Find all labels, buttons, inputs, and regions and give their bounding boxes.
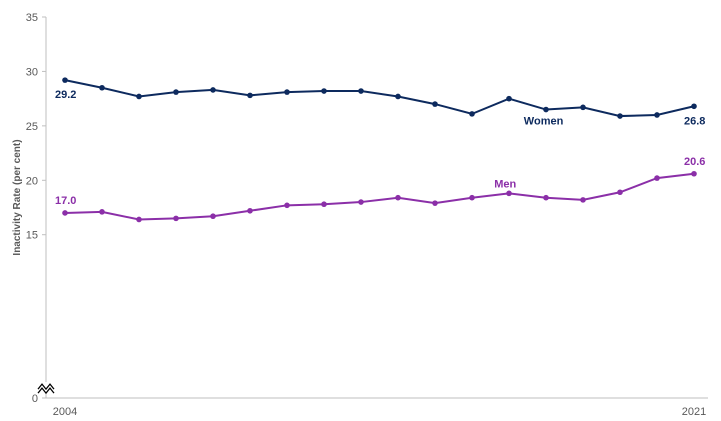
y-axis: 0 15 20 25 30 35	[26, 12, 55, 405]
data-point	[469, 194, 475, 201]
series-name-label: Men	[494, 179, 516, 191]
data-point	[469, 111, 475, 117]
data-point	[506, 190, 512, 197]
data-point	[432, 200, 438, 206]
y-tick-label: 25	[26, 121, 38, 133]
series-line-women	[64, 79, 695, 118]
data-point	[358, 199, 364, 205]
data-label-first: 17.0	[55, 195, 76, 207]
axis-break-line-upper	[37, 383, 55, 391]
data-point	[210, 213, 216, 220]
data-point	[580, 104, 586, 111]
data-point	[543, 194, 549, 201]
series-name-label: Women	[524, 115, 564, 127]
data-point	[617, 113, 623, 119]
data-point	[432, 101, 438, 107]
y-tick-label: 15	[26, 230, 38, 242]
y-tick-label: 20	[26, 175, 38, 187]
data-point	[580, 197, 586, 203]
data-point	[99, 84, 105, 91]
data-point	[99, 209, 105, 215]
x-axis: 2004 2021	[46, 397, 708, 418]
data-point	[136, 93, 142, 100]
data-point	[691, 103, 697, 110]
y-axis-title: Inactivity Rate (per cent)	[12, 139, 23, 255]
data-label-last: 26.8	[684, 115, 705, 127]
data-point	[654, 175, 660, 181]
series-lines: 29.2 26.8 Women 17.0 20.6 Men	[55, 77, 705, 223]
data-point	[136, 216, 142, 223]
data-point	[247, 92, 253, 99]
data-point	[395, 93, 401, 100]
data-point	[62, 210, 68, 216]
data-point	[617, 189, 623, 196]
data-label-first: 29.2	[55, 89, 76, 101]
data-point	[321, 88, 327, 94]
x-tick-label: 2004	[53, 406, 77, 418]
data-point	[691, 170, 697, 177]
series-line-men	[64, 172, 695, 221]
series-men: 17.0 20.6 Men	[55, 156, 705, 223]
data-point	[395, 194, 401, 201]
data-point	[284, 89, 290, 95]
data-label-last: 20.6	[684, 156, 705, 168]
y-tick-label: 0	[32, 393, 38, 405]
data-point	[654, 112, 660, 118]
data-point	[284, 202, 290, 209]
x-tick-label: 2021	[682, 406, 706, 418]
data-point	[62, 77, 68, 83]
data-point	[321, 201, 327, 208]
data-point	[506, 95, 512, 102]
data-point	[210, 87, 216, 93]
axis-break-line-lower	[37, 387, 55, 395]
series-women: 29.2 26.8 Women	[55, 77, 705, 127]
data-point	[358, 88, 364, 94]
data-point	[173, 215, 179, 222]
y-tick-label: 35	[26, 12, 38, 24]
data-point	[543, 106, 549, 113]
y-tick-label: 30	[26, 66, 38, 78]
axis-break-mask	[38, 382, 54, 393]
data-point	[173, 89, 179, 95]
data-point	[247, 207, 253, 214]
